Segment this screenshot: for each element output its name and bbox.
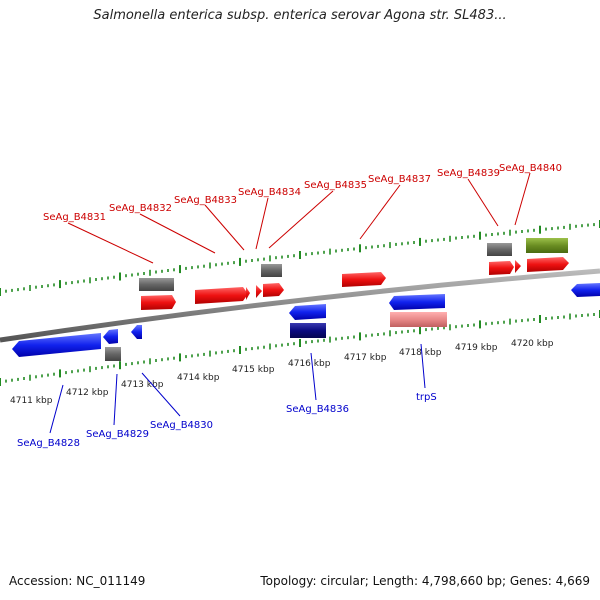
cds-reverse-4829[interactable] [103, 329, 118, 344]
label-SeAg_B4836[interactable]: SeAg_B4836 [286, 404, 349, 415]
label-SeAg_B4834[interactable]: SeAg_B4834 [238, 187, 301, 198]
cds-reverse-4830[interactable] [131, 325, 142, 339]
kbp-tick-labels: 4711 kbp 4712 kbp 4713 kbp 4714 kbp 4715… [10, 339, 554, 406]
cds-forward-4835[interactable] [263, 283, 284, 297]
leader-4835 [268, 190, 334, 249]
cds-forward-4833[interactable] [246, 287, 250, 300]
reverse-features [12, 283, 600, 361]
cds-reverse-4828[interactable] [12, 333, 101, 357]
leader-4834 [255, 197, 269, 250]
tick-label-4713: 4713 kbp [121, 380, 164, 390]
leader-4832 [139, 213, 216, 254]
cds-reverse-edge[interactable] [571, 283, 600, 297]
cds-forward-4834[interactable] [256, 285, 262, 298]
tick-label-4718: 4718 kbp [399, 348, 442, 358]
cds-reverse-4836[interactable] [289, 304, 326, 320]
leader-4830 [141, 372, 181, 417]
tick-label-4715: 4715 kbp [232, 365, 275, 375]
forward-gene-labels: SeAg_B4831 SeAg_B4832 SeAg_B4833 SeAg_B4… [43, 163, 562, 264]
leader-trpS [420, 343, 426, 389]
chromosome-backbone [0, 268, 600, 343]
forward-tick-track [0, 220, 600, 296]
leader-4828 [49, 384, 64, 434]
tick-label-4717: 4717 kbp [344, 353, 387, 363]
feature-gray-4831[interactable] [139, 278, 174, 291]
tick-label-4716: 4716 kbp [288, 359, 331, 369]
label-SeAg_B4840[interactable]: SeAg_B4840 [499, 163, 562, 174]
leader-4836 [310, 352, 317, 401]
label-trpS[interactable]: trpS [416, 392, 437, 403]
leader-4829 [113, 373, 118, 426]
leader-4839 [467, 178, 499, 227]
feature-gray-4835[interactable] [261, 264, 282, 277]
label-SeAg_B4828[interactable]: SeAg_B4828 [17, 438, 80, 449]
tick-label-4712: 4712 kbp [66, 388, 109, 398]
feature-navy-4836[interactable] [290, 323, 326, 338]
label-SeAg_B4830[interactable]: SeAg_B4830 [150, 420, 213, 431]
reverse-gene-labels: SeAg_B4828 SeAg_B4829 SeAg_B4830 SeAg_B4… [17, 343, 437, 449]
tick-label-4719: 4719 kbp [455, 343, 498, 353]
cds-reverse-trpS[interactable] [389, 294, 445, 310]
label-SeAg_B4832[interactable]: SeAg_B4832 [109, 203, 172, 214]
cds-forward-4831[interactable] [141, 295, 176, 310]
feature-gray-4839[interactable] [487, 243, 512, 256]
leader-4840 [514, 172, 531, 226]
cds-forward-4839[interactable] [489, 261, 514, 275]
reverse-tick-track [0, 310, 600, 386]
tick-label-4714: 4714 kbp [177, 373, 220, 383]
cds-forward-4839b[interactable] [515, 260, 521, 273]
label-SeAg_B4839[interactable]: SeAg_B4839 [437, 168, 500, 179]
tick-label-4720: 4720 kbp [511, 339, 554, 349]
label-SeAg_B4837[interactable]: SeAg_B4837 [368, 174, 431, 185]
leader-4833 [204, 204, 245, 251]
leader-4831 [67, 222, 154, 264]
label-SeAg_B4831[interactable]: SeAg_B4831 [43, 212, 106, 223]
cds-forward-4840[interactable] [527, 257, 569, 272]
cds-forward-4832[interactable] [195, 287, 248, 304]
accession-text: Accession: NC_011149 [9, 574, 146, 588]
cds-forward-4837[interactable] [342, 272, 386, 287]
leader-4837 [359, 184, 401, 240]
label-SeAg_B4835[interactable]: SeAg_B4835 [304, 180, 367, 191]
label-SeAg_B4833[interactable]: SeAg_B4833 [174, 195, 237, 206]
genome-title: Salmonella enterica subsp. enterica sero… [93, 8, 507, 23]
genome-info-text: Topology: circular; Length: 4,798,660 bp… [260, 574, 590, 588]
feature-pink-trpS[interactable] [390, 312, 447, 327]
feature-gray-4829[interactable] [105, 347, 121, 361]
forward-features [139, 238, 569, 310]
label-SeAg_B4829[interactable]: SeAg_B4829 [86, 429, 149, 440]
tick-label-4711: 4711 kbp [10, 396, 53, 406]
feature-olive-4840[interactable] [526, 238, 568, 253]
